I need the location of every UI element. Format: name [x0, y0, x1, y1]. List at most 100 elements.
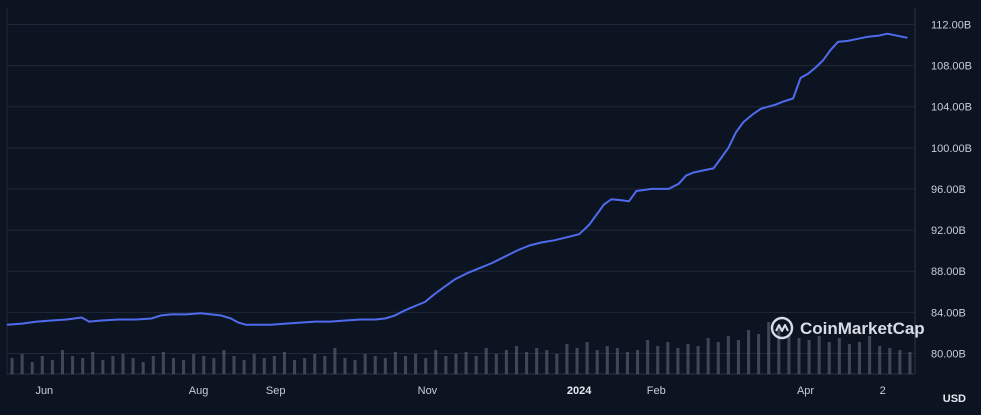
x-tick-label: Sep: [266, 385, 286, 397]
volume-bar: [131, 358, 135, 374]
y-tick-label: 92.00B: [931, 225, 966, 237]
volume-bar: [565, 344, 569, 374]
volume-bar: [373, 356, 377, 374]
volume-bar: [857, 342, 862, 374]
volume-bar: [232, 356, 236, 374]
volume-bar: [252, 354, 256, 374]
volume-bar: [81, 358, 85, 374]
volume-bar: [40, 356, 44, 374]
volume-bar: [212, 358, 216, 374]
volume-bar: [817, 336, 821, 374]
volume-bar: [868, 336, 872, 374]
y-tick-label: 96.00B: [931, 184, 966, 196]
y-tick-label: 100.00B: [931, 143, 972, 155]
volume-bar: [898, 350, 902, 374]
volume-bar: [747, 330, 751, 374]
unit-label: USD: [943, 393, 966, 405]
volume-bar: [464, 352, 468, 374]
volume-bar: [101, 360, 105, 374]
volume-bar: [494, 354, 498, 374]
volume-bar: [403, 356, 408, 374]
volume-bar: [434, 350, 438, 374]
volume-bar: [343, 358, 347, 374]
y-tick-label: 108.00B: [931, 61, 972, 73]
series: [6, 32, 908, 326]
x-tick-label: 2: [880, 385, 886, 397]
x-tick-label: Aug: [189, 385, 209, 397]
volume-bar: [141, 362, 145, 374]
volume-bar: [353, 360, 357, 374]
brand-watermark: CoinMarketCap: [770, 316, 925, 340]
x-tick-label: Jun: [35, 385, 53, 397]
volume-bar: [71, 356, 75, 374]
volume-bar: [545, 350, 549, 374]
y-tick-label: 80.00B: [931, 348, 966, 360]
volume-bar: [242, 360, 246, 374]
volume-bar: [151, 356, 155, 374]
volume-bar: [111, 356, 115, 374]
y-axis: 80.00B 84.00B 88.00B 92.00B 96.00B 100.00B 104…: [931, 19, 972, 360]
volume-bar: [30, 362, 34, 374]
volume-bar: [797, 338, 801, 374]
volume-bar: [767, 322, 771, 374]
volume-bar: [777, 328, 781, 374]
volume-bar: [484, 348, 488, 374]
volume-bar: [474, 356, 478, 374]
volume-bar: [555, 354, 559, 374]
volume-bar: [10, 358, 14, 374]
series-line-0: [6, 32, 908, 326]
x-tick-label: 2024: [567, 385, 592, 397]
volume-bar: [696, 346, 700, 374]
volume-bar: [514, 346, 519, 374]
volume-bar: [504, 350, 508, 374]
volume-bar: [50, 360, 54, 374]
y-tick-label: 104.00B: [931, 102, 972, 114]
volume-bar: [121, 354, 125, 374]
volume-bar: [706, 338, 710, 374]
volume-bar: [333, 348, 337, 374]
volume-bar: [686, 344, 690, 374]
volume-bar: [625, 352, 629, 374]
volume-bar: [363, 354, 367, 374]
x-axis: Jun Aug Sep Nov 2024 Feb Apr 2: [35, 385, 885, 397]
volume-bar: [908, 352, 912, 374]
volume-bar: [888, 348, 892, 374]
volume-bar: [60, 350, 65, 374]
volume-bar: [525, 352, 529, 374]
volume-bar: [323, 356, 327, 374]
volume-bar: [313, 354, 317, 374]
volume-bar: [787, 334, 791, 374]
volume-bar: [192, 354, 196, 374]
y-tick-label: 84.00B: [931, 307, 966, 319]
volume-bar: [837, 338, 841, 374]
volume-bar: [293, 360, 297, 374]
volume-bar: [393, 352, 397, 374]
volume-bar: [656, 346, 660, 374]
x-tick-label: Apr: [797, 385, 814, 397]
volume-bars: [10, 322, 912, 374]
volume-bar: [595, 350, 599, 374]
volume-bar: [636, 350, 640, 374]
volume-bar: [666, 342, 670, 374]
volume-bar: [91, 352, 95, 374]
volume-bar: [716, 342, 720, 374]
volume-bar: [262, 358, 266, 374]
volume-bar: [424, 358, 428, 374]
volume-bar: [807, 340, 811, 374]
volume-bar: [605, 346, 609, 374]
volume-bar: [383, 358, 387, 374]
volume-bar: [414, 354, 418, 374]
y-tick-label: 88.00B: [931, 266, 966, 278]
volume-bar: [20, 354, 24, 374]
volume-bar: [454, 354, 458, 374]
grid: [6, 8, 916, 375]
volume-bar: [585, 342, 589, 374]
volume-bar: [161, 352, 165, 374]
volume-bar: [282, 352, 286, 374]
volume-bar: [726, 336, 730, 374]
y-tick-label: 112.00B: [931, 19, 971, 31]
volume-bar: [827, 342, 831, 374]
volume-bar: [222, 350, 226, 374]
volume-bar: [575, 348, 579, 374]
